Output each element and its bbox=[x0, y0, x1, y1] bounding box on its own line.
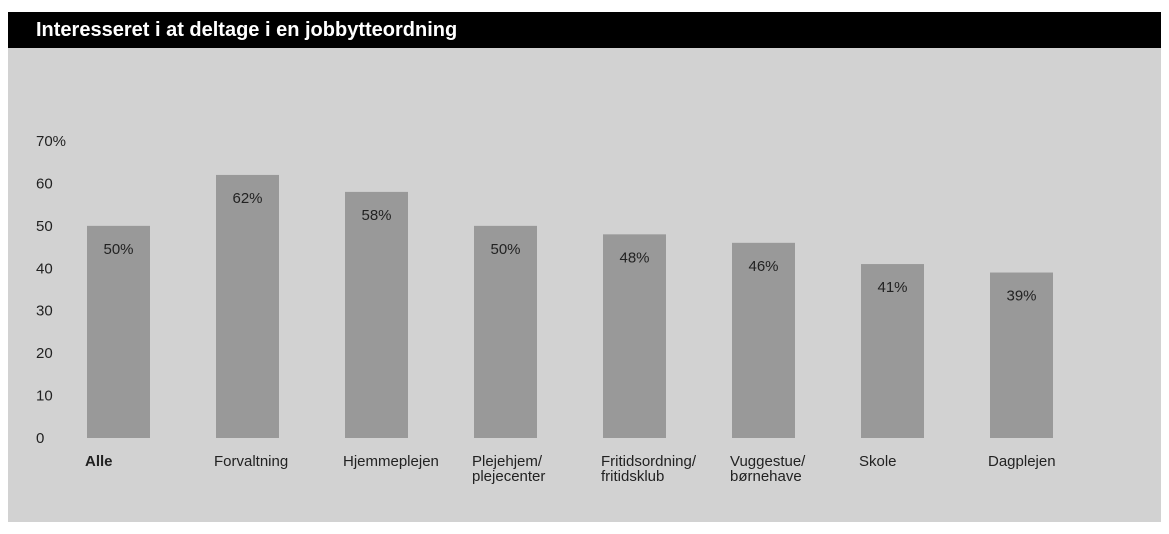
bar bbox=[87, 225, 150, 438]
bar bbox=[861, 264, 924, 438]
y-tick-label: 10 bbox=[36, 388, 53, 405]
y-tick-label: 30 bbox=[36, 303, 53, 320]
y-tick-label: 20 bbox=[36, 345, 53, 362]
chart-panel bbox=[8, 48, 1161, 522]
bar bbox=[474, 225, 537, 438]
data-label: 41% bbox=[877, 279, 907, 296]
y-tick-label: 70% bbox=[36, 133, 66, 150]
category-label: Hjemmeplejen bbox=[343, 453, 439, 470]
data-label: 48% bbox=[619, 249, 649, 266]
chart-title: Interesseret i at deltage i en jobbytteo… bbox=[36, 19, 458, 41]
y-tick-label: 60 bbox=[36, 175, 53, 192]
y-tick-label: 40 bbox=[36, 260, 53, 277]
data-label: 50% bbox=[103, 241, 133, 258]
category-label: plejecenter bbox=[472, 468, 545, 485]
y-tick-label: 0 bbox=[36, 430, 44, 447]
category-label: fritidsklub bbox=[601, 468, 664, 485]
category-label: Forvaltning bbox=[214, 453, 288, 470]
y-tick-label: 50 bbox=[36, 218, 53, 235]
category-label: Alle bbox=[85, 453, 113, 470]
data-label: 46% bbox=[748, 258, 778, 275]
category-label: Vuggestue/ bbox=[730, 453, 806, 470]
bar bbox=[990, 272, 1053, 438]
bar bbox=[732, 242, 795, 438]
category-label: Plejehjem/ bbox=[472, 453, 543, 470]
bar bbox=[216, 174, 279, 438]
category-label: børnehave bbox=[730, 468, 802, 485]
category-label: Fritidsordning/ bbox=[601, 453, 697, 470]
category-label: Dagplejen bbox=[988, 453, 1056, 470]
data-label: 58% bbox=[361, 207, 391, 224]
data-label: 39% bbox=[1006, 288, 1036, 305]
category-label: Skole bbox=[859, 453, 897, 470]
data-label: 62% bbox=[232, 190, 262, 207]
data-label: 50% bbox=[490, 241, 520, 258]
chart-title-bar: Interesseret i at deltage i en jobbytteo… bbox=[8, 12, 1161, 48]
bar bbox=[603, 234, 666, 438]
bar bbox=[345, 191, 408, 438]
